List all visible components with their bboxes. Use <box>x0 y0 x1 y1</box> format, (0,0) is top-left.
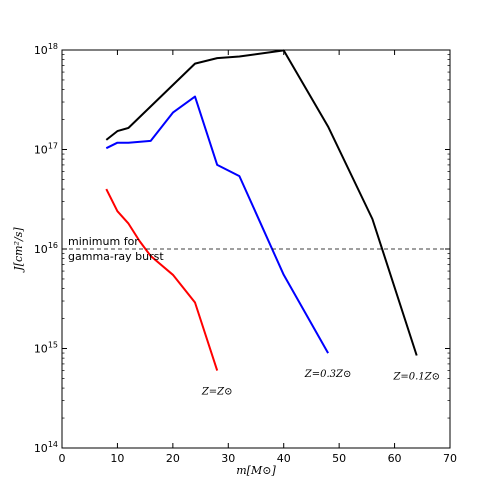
y-tick-label-4: 1018 <box>34 42 58 57</box>
labels: m[M⊙] J[cm²/s] minimum for gamma-ray burst Z… <box>12 227 440 477</box>
x-tick-label-3: 30 <box>221 452 235 465</box>
x-tick-label-0: 0 <box>59 452 66 465</box>
series-line-2 <box>105 49 418 356</box>
series-label-0: Z=Z⊙ <box>201 387 233 398</box>
threshold-annotation-line-2: gamma-ray burst <box>68 250 164 263</box>
y-tick-label-2: 1016 <box>34 241 58 256</box>
x-tick-label-6: 60 <box>388 452 402 465</box>
series-layer <box>105 49 418 371</box>
x-tick-label-4: 40 <box>277 452 291 465</box>
y-axis-label: J[cm²/s] <box>12 227 25 273</box>
x-tick-label-1: 10 <box>110 452 124 465</box>
ticks: 0 10 20 30 40 50 60 70 1014 1015 1016 1017 1018 <box>34 42 457 465</box>
series-label-2: Z=0.1Z⊙ <box>392 372 440 383</box>
x-tick-label-2: 20 <box>166 452 180 465</box>
series-line-1 <box>105 95 329 354</box>
y-tick-label-3: 1017 <box>34 142 58 157</box>
y-tick-label-1: 1015 <box>34 341 58 356</box>
threshold-annotation-line-1: minimum for <box>68 235 139 248</box>
series-label-1: Z=0.3Z⊙ <box>304 369 352 380</box>
x-tick-label-7: 70 <box>443 452 457 465</box>
series-line-0 <box>105 188 219 371</box>
x-axis-label: m[M⊙] <box>236 464 276 477</box>
y-tick-label-0: 1014 <box>34 440 58 455</box>
x-tick-label-5: 50 <box>332 452 346 465</box>
